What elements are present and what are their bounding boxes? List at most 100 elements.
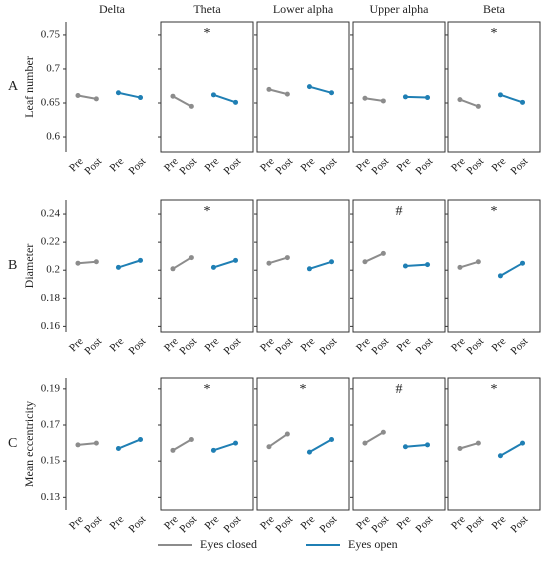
- mean-line: [500, 93, 523, 104]
- mean-point: [520, 440, 526, 446]
- x-tick-label: Pre: [162, 155, 181, 174]
- mean-line: [213, 442, 236, 452]
- mean-point: [115, 264, 121, 270]
- panel-frame: [160, 199, 254, 333]
- row-label: A: [8, 79, 19, 94]
- mean-point: [425, 262, 431, 268]
- x-tick-label: Pre: [67, 155, 86, 174]
- mean-line: [268, 88, 288, 96]
- mean-point: [170, 93, 176, 99]
- y-tick-label: 0.19: [41, 382, 61, 394]
- mean-point: [284, 431, 290, 437]
- mean-line: [309, 260, 332, 270]
- x-tick-label: Pre: [354, 155, 373, 174]
- mean-line: [172, 95, 192, 108]
- mean-line: [364, 431, 384, 444]
- mean-point: [170, 266, 176, 272]
- annotation: *: [491, 204, 498, 219]
- x-tick-label: Pre: [202, 155, 221, 174]
- x-tick-label: Pre: [202, 335, 221, 354]
- panel-frame: [352, 199, 446, 333]
- mean-point: [75, 260, 81, 266]
- x-tick-label: Post: [509, 335, 531, 357]
- mean-line: [459, 442, 479, 450]
- mean-point: [329, 436, 335, 442]
- mean-point: [210, 447, 216, 453]
- mean-point: [93, 96, 99, 102]
- x-tick-label: Pre: [67, 335, 86, 354]
- mean-point: [75, 442, 81, 448]
- mean-point: [138, 95, 144, 101]
- column-title: Beta: [483, 2, 506, 16]
- mean-line: [364, 97, 384, 102]
- x-tick-label: Pre: [489, 513, 508, 532]
- mean-point: [233, 99, 239, 105]
- mean-line: [499, 442, 524, 457]
- mean-point: [475, 259, 481, 265]
- row-label: B: [8, 258, 17, 273]
- x-tick-label: Post: [369, 155, 391, 177]
- mean-line: [459, 260, 479, 269]
- x-tick-label: Pre: [489, 335, 508, 354]
- x-tick-label: Post: [414, 155, 436, 177]
- x-tick-label: Post: [464, 513, 486, 535]
- mean-line: [118, 438, 141, 450]
- x-tick-label: Post: [509, 513, 531, 535]
- mean-point: [380, 250, 386, 256]
- column-title: Theta: [193, 2, 221, 16]
- mean-point: [497, 453, 503, 459]
- panel-frame: [447, 199, 541, 333]
- mean-point: [188, 436, 194, 442]
- y-tick-label: 0.18: [41, 292, 61, 304]
- mean-point: [306, 266, 312, 272]
- legend-label: Eyes open: [348, 537, 398, 551]
- mean-point: [138, 436, 144, 442]
- x-tick-label: Pre: [107, 335, 126, 354]
- mean-point: [380, 429, 386, 435]
- mean-point: [425, 95, 431, 101]
- panel-frame: [256, 199, 350, 333]
- annotation: *: [491, 382, 498, 397]
- mean-line: [172, 256, 192, 270]
- x-tick-label: Post: [127, 513, 149, 535]
- mean-line: [213, 259, 236, 269]
- column-title: Delta: [99, 2, 126, 16]
- x-tick-label: Post: [464, 335, 486, 357]
- annotation: *: [204, 26, 211, 41]
- mean-line: [364, 252, 384, 263]
- mean-point: [210, 264, 216, 270]
- mean-line: [499, 262, 524, 277]
- x-tick-label: Pre: [162, 335, 181, 354]
- mean-point: [329, 90, 335, 96]
- y-tick-label: 0.7: [46, 62, 60, 74]
- mean-point: [233, 257, 239, 263]
- column-title: Upper alpha: [370, 2, 430, 16]
- panel-frame: [447, 21, 541, 153]
- mean-point: [402, 444, 408, 450]
- mean-line: [213, 93, 236, 104]
- y-tick-label: 0.6: [46, 131, 60, 143]
- x-tick-label: Post: [222, 155, 244, 177]
- mean-point: [115, 90, 121, 96]
- x-tick-label: Post: [82, 335, 104, 357]
- x-tick-label: Pre: [449, 155, 468, 174]
- mean-point: [457, 97, 463, 103]
- annotation: *: [491, 26, 498, 41]
- y-tick-label: 0.16: [41, 320, 61, 332]
- mean-line: [77, 94, 97, 100]
- x-tick-label: Post: [318, 155, 340, 177]
- panel-frame: [352, 377, 446, 511]
- x-tick-label: Pre: [107, 155, 126, 174]
- x-tick-label: Pre: [258, 335, 277, 354]
- y-axis-label: Diameter: [22, 244, 36, 289]
- mean-line: [405, 95, 428, 99]
- x-tick-label: Pre: [489, 155, 508, 174]
- mean-point: [266, 86, 272, 92]
- x-tick-label: Post: [177, 513, 199, 535]
- mean-point: [115, 446, 121, 452]
- panel-frame: [447, 377, 541, 511]
- annotation: *: [204, 204, 211, 219]
- y-axis-label: Leaf number: [22, 56, 36, 118]
- mean-line: [172, 438, 192, 452]
